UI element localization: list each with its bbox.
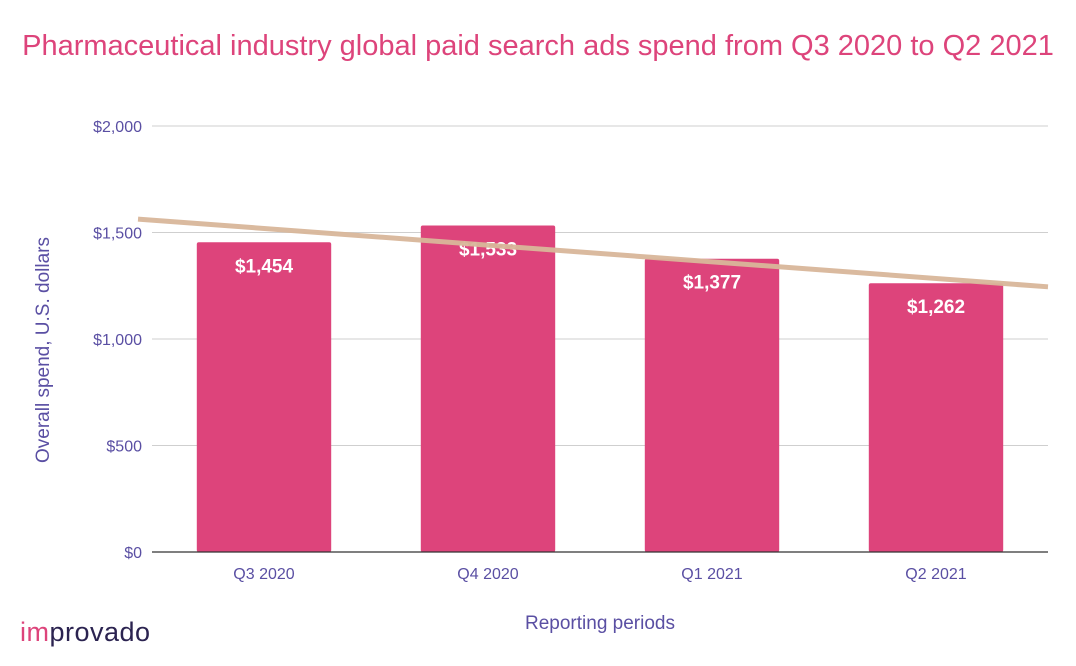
y-tick-label: $1,000: [93, 332, 142, 349]
x-tick-label: Q2 2021: [905, 566, 966, 583]
logo-part-provado: provado: [49, 617, 151, 647]
y-tick-label: $0: [124, 545, 142, 562]
x-tick-label: Q3 2020: [233, 566, 294, 583]
bar: [868, 283, 1004, 552]
y-tick-label: $2,000: [93, 119, 142, 136]
logo-part-im: im: [20, 617, 50, 647]
bar-value-label: $1,377: [683, 273, 741, 294]
trendline: [137, 216, 1049, 290]
bar-value-label: $1,454: [235, 256, 294, 277]
y-tick-label: $1,500: [93, 226, 142, 243]
bar: [196, 242, 332, 552]
improvado-logo: improvado: [20, 617, 151, 648]
bar: [644, 258, 780, 552]
chart-title: Pharmaceutical industry global paid sear…: [22, 30, 1054, 62]
bar-value-label: $1,262: [907, 297, 965, 318]
bar: [420, 225, 556, 552]
x-axis-label: Reporting periods: [525, 613, 675, 634]
x-tick-label: Q1 2021: [681, 566, 742, 583]
x-tick-label: Q4 2020: [457, 566, 518, 583]
y-tick-label: $500: [106, 439, 142, 456]
